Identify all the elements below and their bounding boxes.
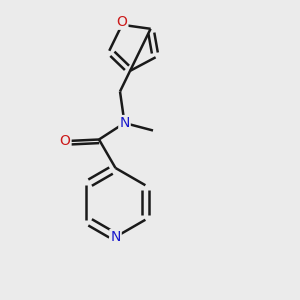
Text: N: N — [110, 230, 121, 244]
Text: N: N — [119, 116, 130, 130]
Text: O: O — [60, 134, 70, 148]
Text: O: O — [116, 15, 128, 29]
